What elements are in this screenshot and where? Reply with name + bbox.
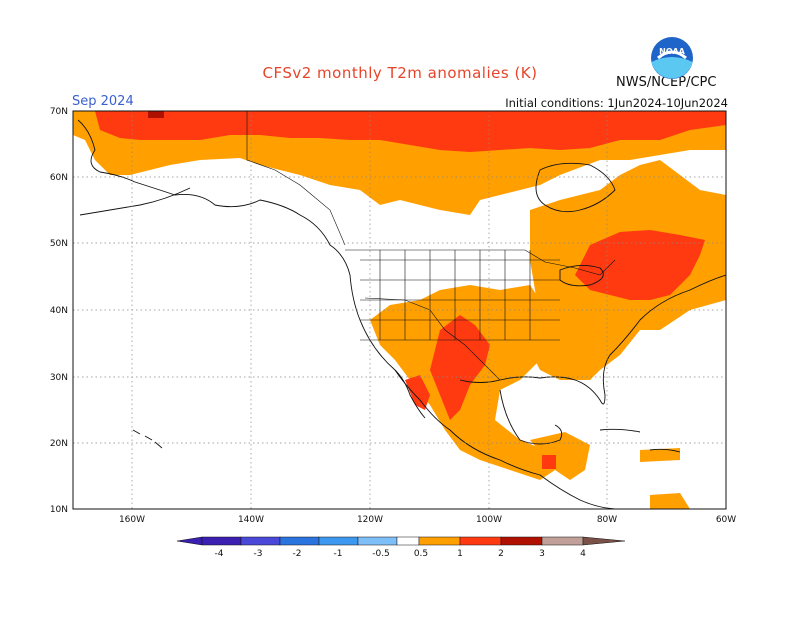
lat-label: 30N bbox=[50, 373, 68, 383]
colorbar-swatch bbox=[396, 536, 420, 546]
anomaly-region-northern-red bbox=[95, 111, 726, 152]
colorbar-swatch bbox=[541, 536, 584, 546]
anomaly-fields bbox=[73, 111, 726, 509]
anomaly-region-central-america-red bbox=[542, 455, 556, 469]
colorbar-label: 0.5 bbox=[414, 549, 428, 559]
colorbar-low-arrow bbox=[176, 536, 203, 546]
colorbar-swatch bbox=[318, 536, 359, 546]
graticule bbox=[73, 111, 726, 509]
colorbar-label: -4 bbox=[215, 549, 224, 559]
colorbar-label: -3 bbox=[254, 549, 263, 559]
longitude-labels: 160W 140W 120W 100W 80W 60W bbox=[119, 515, 736, 525]
lon-label: 120W bbox=[357, 515, 383, 525]
colorbar-swatch bbox=[279, 536, 320, 546]
map-title: CFSv2 monthly T2m anomalies (K) bbox=[262, 64, 538, 82]
latitude-labels: 70N 60N 50N 40N 30N 20N 10N bbox=[50, 107, 68, 515]
initial-conditions: Initial conditions: 1Jun2024-10Jun2024 bbox=[505, 96, 728, 110]
lon-label: 60W bbox=[716, 515, 736, 525]
lat-label: 70N bbox=[50, 107, 68, 117]
lat-label: 10N bbox=[50, 505, 68, 515]
anomaly-region-baja-red bbox=[405, 375, 430, 410]
anomaly-region-central-red bbox=[430, 315, 490, 420]
colorbar-label: -0.5 bbox=[372, 549, 390, 559]
colorbar-swatch bbox=[240, 536, 281, 546]
colorbar-label: -2 bbox=[293, 549, 302, 559]
lat-label: 50N bbox=[50, 239, 68, 249]
colorbar-label: -1 bbox=[334, 549, 343, 559]
lat-label: 60N bbox=[50, 173, 68, 183]
colorbar-swatch bbox=[418, 536, 461, 546]
svg-text:NOAA: NOAA bbox=[659, 47, 685, 56]
political-borders bbox=[246, 111, 616, 381]
noaa-logo-icon: NOAA bbox=[651, 37, 693, 79]
lon-label: 140W bbox=[238, 515, 264, 525]
agency-label: NWS/NCEP/CPC bbox=[616, 75, 717, 90]
anomaly-region-dark-red bbox=[148, 111, 164, 118]
colorbar: -4 -3 -2 -1 -0.5 0.5 1 2 3 4 bbox=[176, 536, 626, 559]
colorbar-label: 2 bbox=[498, 549, 504, 559]
lat-label: 40N bbox=[50, 306, 68, 316]
colorbar-swatch bbox=[500, 536, 543, 546]
anomaly-region-south-orange bbox=[650, 493, 690, 509]
colorbar-label: 3 bbox=[539, 549, 545, 559]
anomaly-region-east-red bbox=[575, 230, 705, 300]
lon-label: 80W bbox=[597, 515, 617, 525]
lon-label: 160W bbox=[119, 515, 145, 525]
anomaly-region-caribbean-orange bbox=[640, 448, 680, 462]
colorbar-high-arrow bbox=[582, 536, 626, 546]
colorbar-swatch bbox=[459, 536, 502, 546]
lon-label: 100W bbox=[476, 515, 502, 525]
colorbar-swatch bbox=[201, 536, 242, 546]
map-frame bbox=[72, 110, 727, 510]
colorbar-label: 1 bbox=[457, 549, 463, 559]
colorbar-label: 4 bbox=[580, 549, 586, 559]
lat-label: 20N bbox=[50, 439, 68, 449]
forecast-month: Sep 2024 bbox=[72, 94, 134, 109]
colorbar-swatch bbox=[357, 536, 398, 546]
